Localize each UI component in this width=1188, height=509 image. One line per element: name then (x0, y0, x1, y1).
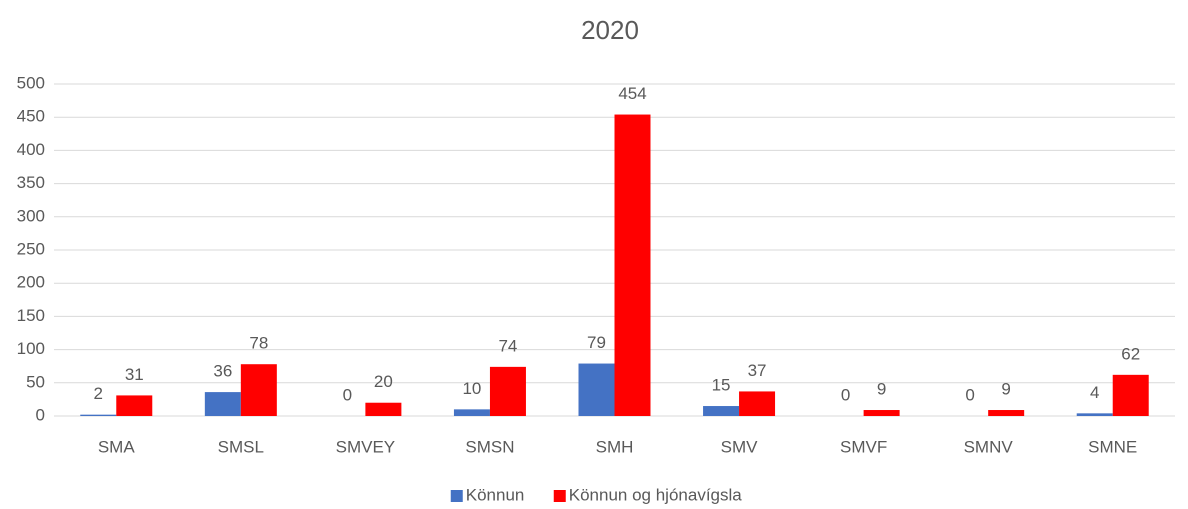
data-label: 79 (587, 333, 606, 352)
legend-label: Könnun (466, 485, 525, 504)
data-label: 0 (343, 385, 352, 404)
data-label: 62 (1121, 344, 1140, 363)
data-label: 37 (748, 361, 767, 380)
chart-title: 2020 (581, 15, 639, 45)
bar (489, 366, 526, 416)
y-tick-label: 200 (17, 273, 45, 292)
data-label: 20 (374, 372, 393, 391)
bar (204, 392, 241, 416)
data-label: 4 (1090, 383, 1099, 402)
x-tick-label: SMSL (218, 437, 264, 456)
bar (365, 402, 402, 416)
bar (703, 406, 740, 416)
x-tick-label: SMH (596, 437, 634, 456)
bar (453, 409, 490, 416)
bar (1112, 374, 1149, 416)
legend-swatch (553, 490, 566, 502)
data-label: 9 (877, 380, 886, 399)
data-label: 31 (125, 365, 144, 384)
x-tick-label: SMSN (465, 437, 514, 456)
data-label: 0 (965, 385, 974, 404)
bar (1076, 413, 1113, 416)
data-label: 15 (712, 376, 731, 395)
y-tick-label: 50 (26, 372, 45, 391)
bar (80, 414, 117, 416)
x-tick-label: SMVEY (336, 437, 396, 456)
data-label: 454 (618, 84, 646, 103)
bar (739, 391, 776, 416)
data-label: 74 (498, 336, 517, 355)
bar (614, 114, 651, 416)
y-tick-label: 500 (17, 73, 45, 92)
x-tick-label: SMA (98, 437, 136, 456)
bar (863, 410, 900, 416)
bar (116, 395, 153, 416)
bar (240, 364, 277, 416)
legend-label: Könnun og hjónavígsla (569, 485, 743, 504)
x-tick-label: SMNV (964, 437, 1014, 456)
y-tick-label: 100 (17, 339, 45, 358)
y-tick-label: 400 (17, 140, 45, 159)
data-label: 10 (462, 379, 481, 398)
bar (578, 363, 615, 416)
data-label: 9 (1001, 380, 1010, 399)
data-label: 2 (94, 384, 103, 403)
y-tick-label: 300 (17, 206, 45, 225)
y-tick-label: 150 (17, 306, 45, 325)
y-tick-label: 0 (36, 405, 45, 424)
x-tick-label: SMV (721, 437, 759, 456)
y-tick-label: 250 (17, 239, 45, 258)
x-tick-label: SMVF (840, 437, 887, 456)
data-label: 0 (841, 385, 850, 404)
y-tick-label: 350 (17, 173, 45, 192)
bar (988, 410, 1025, 416)
y-tick-label: 450 (17, 107, 45, 126)
legend-swatch (450, 490, 463, 502)
data-label: 78 (249, 334, 268, 353)
data-label: 36 (213, 362, 232, 381)
x-tick-label: SMNE (1088, 437, 1137, 456)
